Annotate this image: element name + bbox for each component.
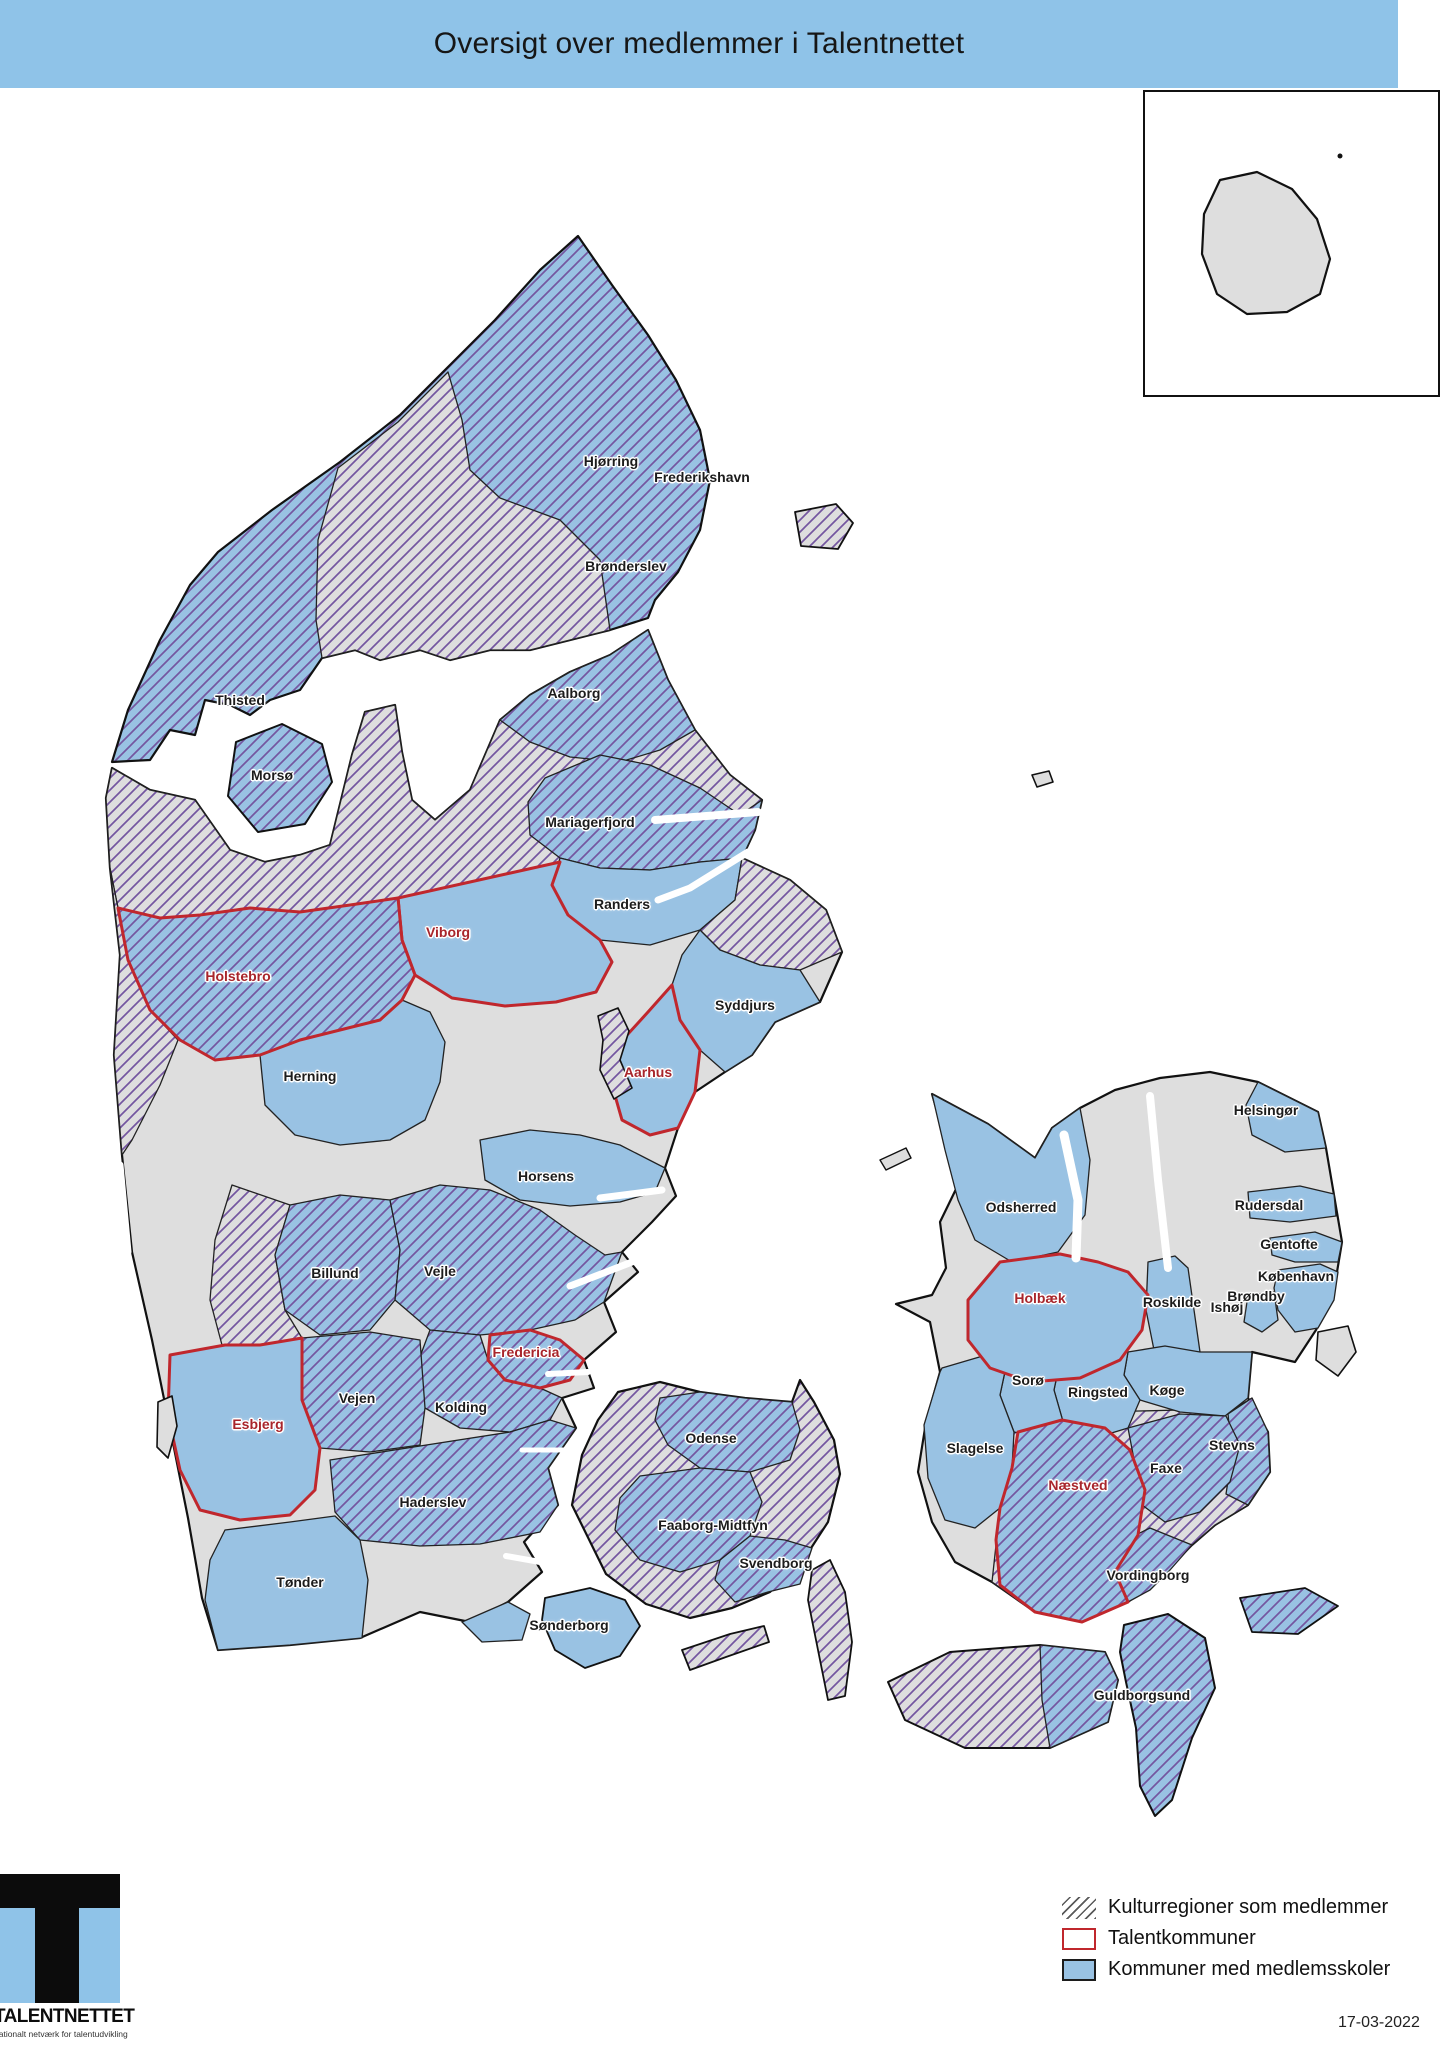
- municipality-odense: [654, 1391, 801, 1473]
- island-sejeroe: [879, 1147, 912, 1171]
- page-title: Oversigt over medlemmer i Talentnettet: [433, 27, 965, 60]
- bornholm-inset-box: [1143, 90, 1440, 397]
- municipality-broendby: [1243, 1291, 1279, 1333]
- logo-t-stem: [35, 1908, 79, 2003]
- municipality-holstebro: [116, 896, 417, 1062]
- municipality-viborg: [396, 860, 614, 1008]
- fjords: [116, 808, 762, 1565]
- island-anholt: [1031, 770, 1054, 788]
- island-langeland: [807, 1559, 853, 1701]
- logo-t-bar: [0, 1874, 120, 1908]
- title-banner: Oversigt over medlemmer i Talentnettet: [0, 0, 1398, 88]
- municipality-holbaek: [966, 1252, 1150, 1384]
- municipality-esbjerg: [166, 1336, 322, 1522]
- municipality-billund: [274, 1194, 401, 1336]
- island-christiansoe: [1337, 153, 1343, 159]
- municipality-toender: [204, 1515, 369, 1651]
- talentnettet-logo: TALENTNETTET nationalt netværk for talen…: [0, 1874, 135, 2039]
- municipality-helsingoer: [1245, 1081, 1327, 1153]
- municipality-guldborgsund-west: [1039, 1644, 1119, 1749]
- island-falster: [1119, 1613, 1216, 1817]
- legend-row-member-schools: Kommuner med medlemsskoler: [1062, 1958, 1390, 1981]
- hatch-swatch-icon: [1062, 1896, 1096, 1919]
- municipality-soenderborg-mainland: [461, 1601, 531, 1643]
- island-amager: [1315, 1325, 1357, 1377]
- island-aeroe: [681, 1625, 770, 1671]
- red-outline-swatch-icon: [1062, 1927, 1096, 1950]
- municipality-naestved: [994, 1418, 1147, 1624]
- legend-label: Kommuner med medlemsskoler: [1108, 1958, 1391, 1980]
- municipality-svendborg: [714, 1535, 813, 1603]
- legend-label: Kulturregioner som medlemmer: [1108, 1896, 1389, 1918]
- logo-blue-right: [79, 1908, 120, 2003]
- logo-title: TALENTNETTET: [0, 2006, 135, 2027]
- municipality-vejle: [389, 1184, 623, 1336]
- legend-row-culture-regions: Kulturregioner som medlemmer: [1062, 1896, 1390, 1919]
- municipality-soenderborg-als: [541, 1587, 641, 1669]
- region-jammerbugt-gray: [315, 371, 611, 661]
- island-bornholm: [1200, 170, 1332, 316]
- island-moen: [1239, 1587, 1339, 1635]
- logo-subtitle: nationalt netværk for talentudvikling: [0, 2029, 128, 2039]
- blue-fill-swatch-icon: [1062, 1958, 1096, 1981]
- island-fanoe: [156, 1395, 178, 1459]
- zealand-fjords: [1059, 1092, 1172, 1272]
- legend-label: Talentkommuner: [1108, 1927, 1256, 1949]
- bornholm-island-map: [1200, 153, 1343, 316]
- map-date: 17-03-2022: [1338, 2014, 1420, 2031]
- municipality-koebenhavn: [1273, 1263, 1339, 1333]
- municipality-morsoe: [227, 723, 333, 833]
- island-laesoe: [794, 503, 854, 550]
- municipality-slagelse: [923, 1347, 1015, 1529]
- logo-t-body: [0, 1908, 120, 2003]
- island-samsoe: [597, 1007, 633, 1100]
- legend-row-talent-municipalities: Talentkommuner: [1062, 1927, 1390, 1950]
- municipality-gentofte: [1269, 1231, 1343, 1263]
- legend: Kulturregioner som medlemmer Talentkommu…: [1062, 1896, 1390, 1989]
- municipality-odsherred: [931, 1093, 1091, 1263]
- municipality-rudersdal: [1247, 1185, 1337, 1223]
- municipality-aalborg-south: [499, 629, 696, 763]
- municipality-vejen: [301, 1331, 426, 1453]
- logo-blue-left: [0, 1908, 35, 2003]
